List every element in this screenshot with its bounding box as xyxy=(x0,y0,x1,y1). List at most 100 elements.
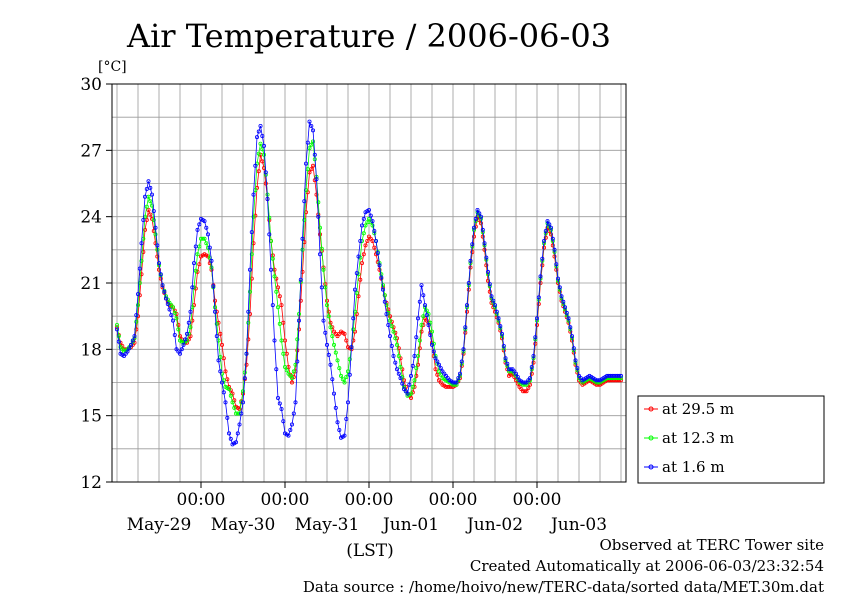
data-point xyxy=(295,359,300,364)
data-point xyxy=(153,225,158,230)
data-point xyxy=(377,263,382,268)
data-point xyxy=(356,294,361,299)
data-point xyxy=(331,391,336,396)
data-point xyxy=(396,353,401,358)
series-3 xyxy=(115,119,624,447)
data-point xyxy=(169,313,174,318)
data-point xyxy=(363,243,368,248)
data-point xyxy=(568,325,573,330)
data-point xyxy=(431,349,436,354)
data-point xyxy=(240,389,245,394)
data-point xyxy=(141,217,146,222)
data-point xyxy=(155,243,160,248)
data-point xyxy=(263,181,268,186)
data-point xyxy=(389,324,394,329)
data-point xyxy=(303,161,308,166)
data-point xyxy=(146,179,151,184)
data-point xyxy=(233,440,238,445)
data-point xyxy=(197,222,202,227)
grid-lines xyxy=(112,84,626,482)
data-point xyxy=(256,151,261,156)
data-point xyxy=(282,364,287,369)
data-point xyxy=(281,351,286,356)
x-date-label: Jun-02 xyxy=(465,515,523,535)
data-point xyxy=(279,338,284,343)
data-point xyxy=(176,327,181,332)
data-point xyxy=(146,207,151,212)
data-point xyxy=(151,217,156,222)
data-point xyxy=(295,337,300,342)
data-point xyxy=(345,369,350,374)
data-point xyxy=(382,293,387,298)
data-point xyxy=(540,256,545,261)
data-point xyxy=(370,219,375,224)
data-point xyxy=(377,267,382,272)
data-point xyxy=(246,337,251,342)
data-point xyxy=(230,400,235,405)
data-point xyxy=(305,167,310,172)
data-point xyxy=(326,309,331,314)
y-tick-label: 21 xyxy=(80,274,102,294)
data-point xyxy=(226,431,231,436)
data-point xyxy=(289,422,294,427)
data-point xyxy=(291,411,296,416)
data-point xyxy=(170,305,175,310)
data-point xyxy=(314,177,319,182)
data-point xyxy=(470,249,475,254)
data-point xyxy=(375,251,380,256)
data-point xyxy=(167,307,172,312)
data-point xyxy=(151,209,156,214)
data-point xyxy=(361,216,366,221)
data-point xyxy=(317,252,322,257)
data-point xyxy=(209,258,214,263)
data-point xyxy=(342,380,347,385)
data-point xyxy=(412,378,417,383)
data-point xyxy=(380,287,385,292)
data-point xyxy=(149,192,154,197)
data-point xyxy=(307,119,312,124)
data-point xyxy=(174,316,179,321)
data-point xyxy=(485,269,490,274)
data-point xyxy=(177,334,182,339)
x-date-label: May-30 xyxy=(211,515,276,535)
data-point xyxy=(225,377,230,382)
data-point xyxy=(335,358,340,363)
data-point xyxy=(156,267,161,272)
data-point xyxy=(239,411,244,416)
data-point xyxy=(484,263,489,268)
data-point xyxy=(142,194,147,199)
data-point xyxy=(501,343,506,348)
data-point xyxy=(263,170,268,175)
data-point xyxy=(246,320,251,325)
data-point xyxy=(463,325,468,330)
data-point xyxy=(340,377,345,382)
data-point xyxy=(214,321,219,326)
data-point xyxy=(333,350,338,355)
data-point xyxy=(438,372,443,377)
data-point xyxy=(421,314,426,319)
data-point xyxy=(319,246,324,251)
data-point xyxy=(398,376,403,381)
data-point xyxy=(349,345,354,350)
data-point xyxy=(188,309,193,314)
data-point xyxy=(398,364,403,369)
data-point xyxy=(135,292,140,297)
data-point xyxy=(561,299,566,304)
y-tick-label: 15 xyxy=(80,407,102,427)
data-point xyxy=(372,228,377,233)
data-point xyxy=(277,401,282,406)
data-point xyxy=(471,225,476,230)
data-point xyxy=(237,406,242,411)
data-point xyxy=(464,303,469,308)
data-point xyxy=(365,238,370,243)
data-point xyxy=(529,364,534,369)
data-point xyxy=(482,241,487,246)
data-point xyxy=(261,152,266,157)
data-point xyxy=(144,186,149,191)
data-point xyxy=(135,303,140,308)
data-point xyxy=(542,238,547,243)
data-point xyxy=(433,356,438,361)
data-point xyxy=(256,129,261,134)
data-point xyxy=(214,334,219,339)
data-point xyxy=(408,373,413,378)
